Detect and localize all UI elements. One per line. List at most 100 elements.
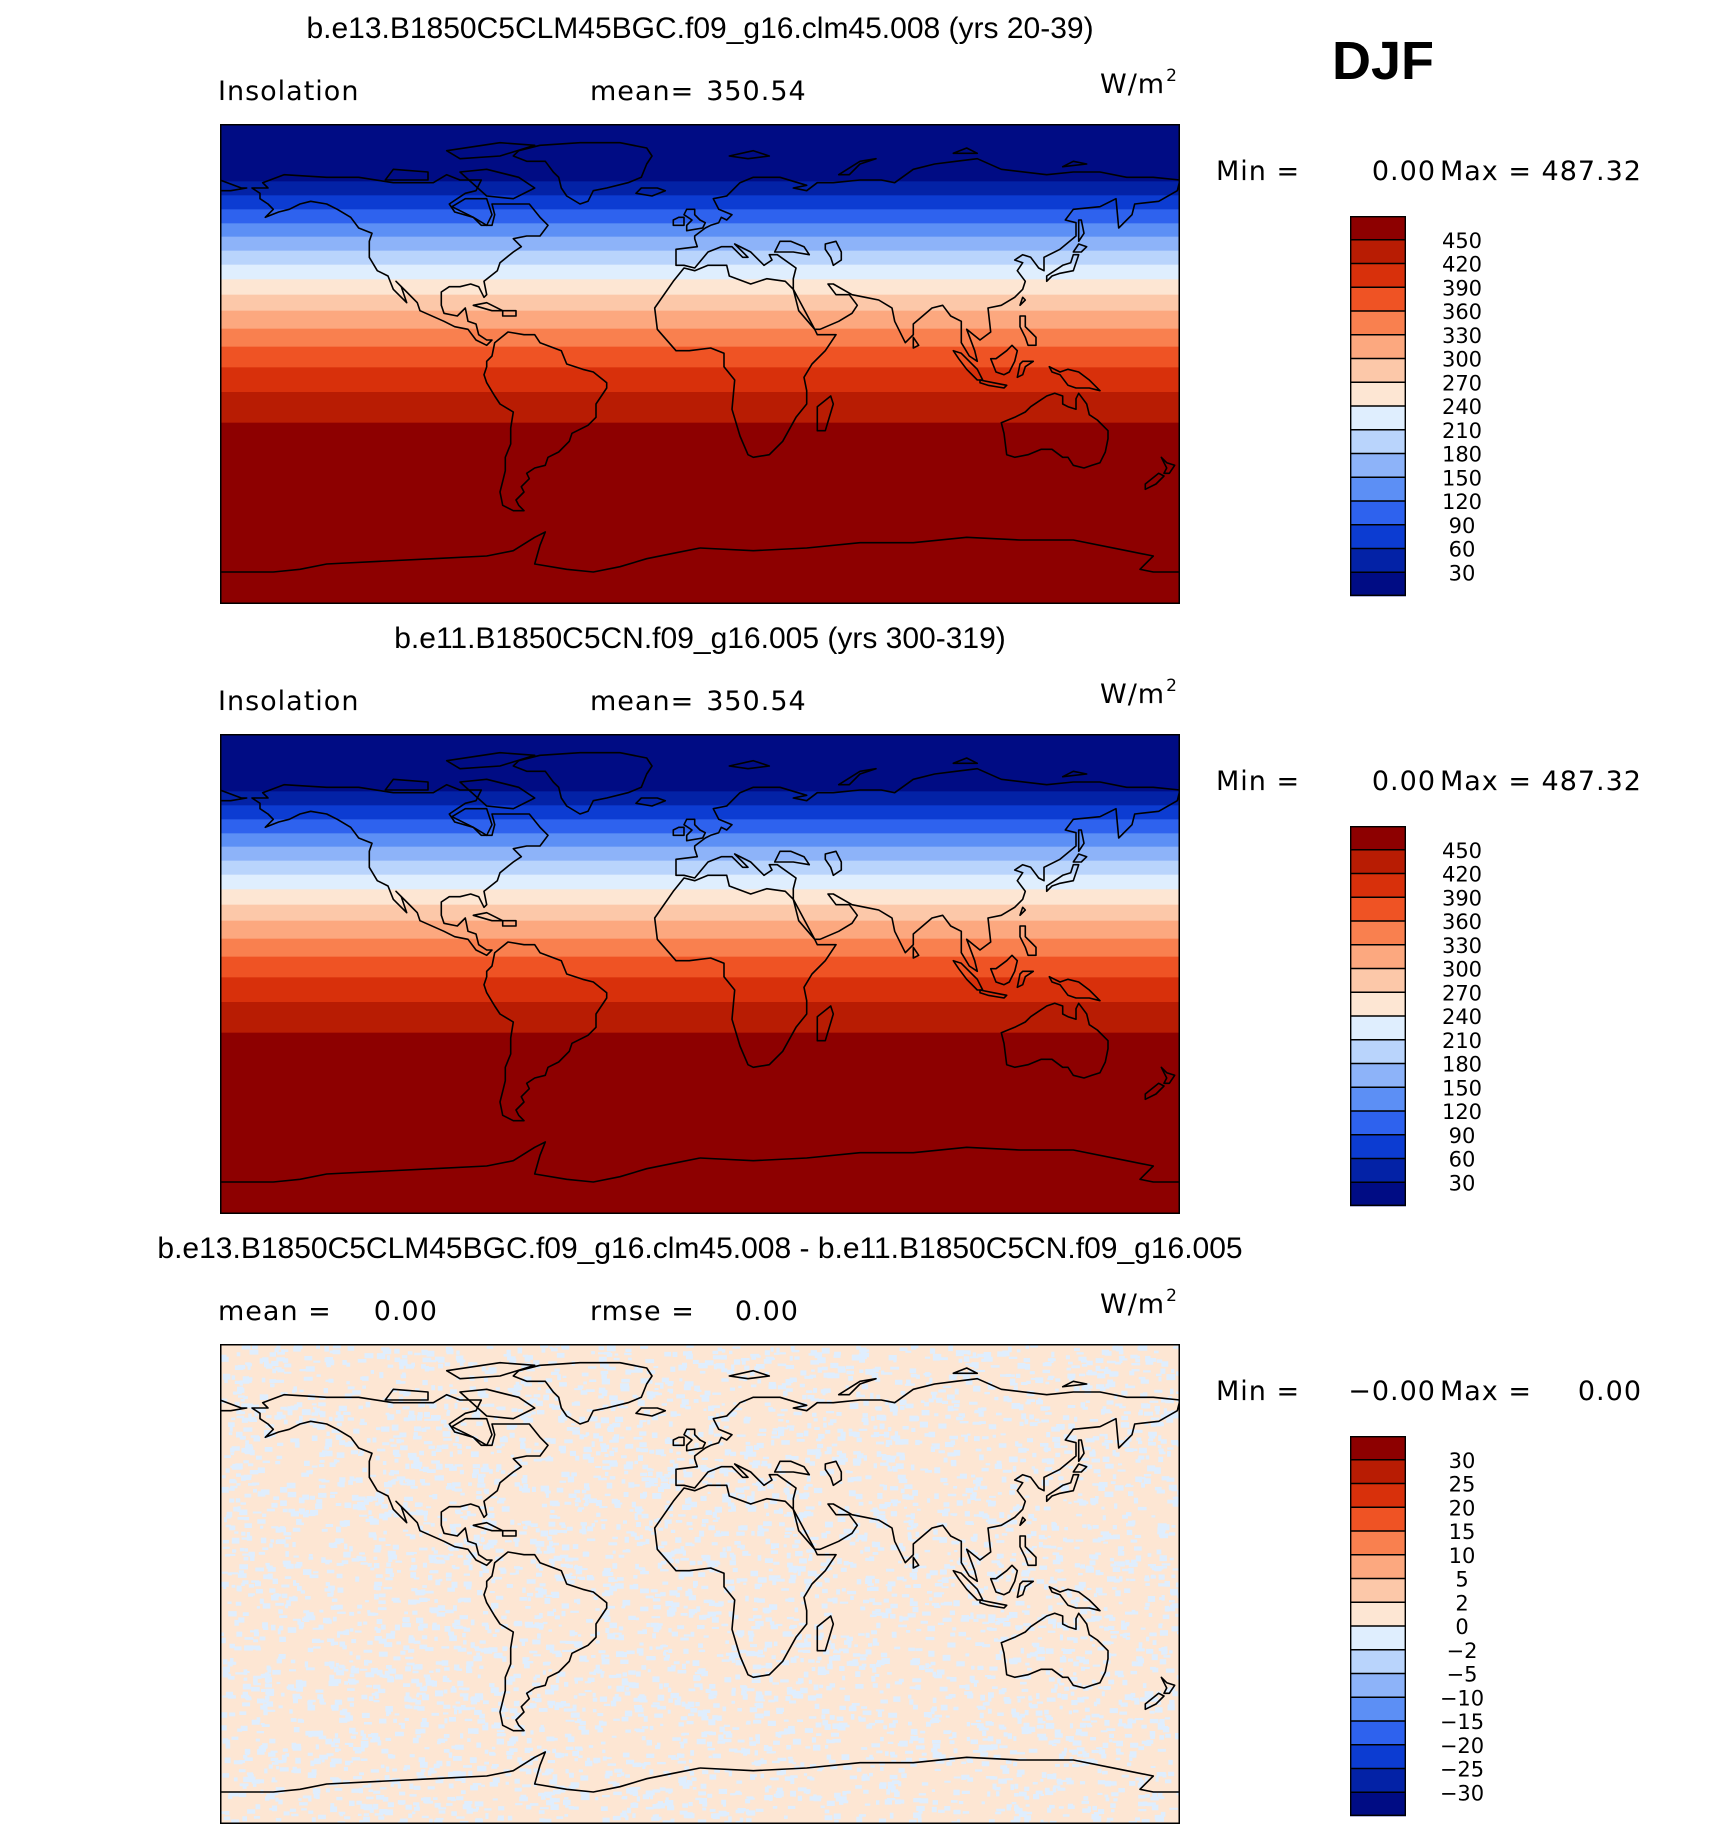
left-string: mean = 0.00 bbox=[218, 1296, 438, 1327]
colorbar-tick-label: 330 bbox=[1442, 934, 1482, 958]
coastline-madagascar bbox=[816, 1615, 835, 1652]
contour-band bbox=[220, 422, 1180, 604]
coastline-antarctica-a bbox=[699, 536, 1180, 573]
coastline-greenland bbox=[512, 1361, 653, 1425]
colorbar-box bbox=[1350, 826, 1406, 851]
coastline-greenland bbox=[512, 141, 653, 205]
colorbar-box bbox=[1350, 873, 1406, 898]
colorbar-tick-label: 240 bbox=[1442, 395, 1482, 419]
coastline-severnaya bbox=[952, 757, 979, 765]
colorbar-tick-label: 390 bbox=[1442, 886, 1482, 910]
colorbar-box bbox=[1350, 287, 1406, 312]
colorbar-tick-label: 30 bbox=[1449, 1449, 1476, 1473]
coastline-africa bbox=[653, 264, 837, 459]
colorbar-box bbox=[1350, 921, 1406, 946]
coastline-novaya-zemlya bbox=[837, 767, 877, 786]
min-label: Min = bbox=[1216, 1376, 1301, 1407]
colorbar-box bbox=[1350, 501, 1406, 526]
coastline-north-america bbox=[251, 1393, 549, 1567]
coastline-iceland bbox=[635, 797, 667, 807]
colorbar-tick-label: 90 bbox=[1449, 514, 1476, 538]
coastlines bbox=[220, 1361, 1180, 1793]
coastline-new-guinea bbox=[1048, 1585, 1101, 1612]
colorbar-box bbox=[1350, 1721, 1406, 1746]
coastline-svalbard bbox=[728, 1369, 771, 1380]
colorbar-box bbox=[1350, 524, 1406, 549]
min-max-readout: Min = 0.00 Max = 487.32 bbox=[1216, 156, 1642, 187]
coastline-severnaya bbox=[952, 1367, 979, 1375]
coastline-black-sea bbox=[773, 240, 811, 256]
max-label: Max = bbox=[1439, 1376, 1532, 1407]
coastline-africa bbox=[653, 874, 837, 1069]
coastline-victoria-is bbox=[384, 168, 429, 181]
colorbar-box bbox=[1350, 1087, 1406, 1112]
panel-title: b.e11.B1850C5CN.f09_g16.005 (yrs 300-319… bbox=[394, 622, 1006, 655]
insolation-map bbox=[220, 124, 1180, 604]
colorbar-tick-label: 270 bbox=[1442, 371, 1482, 395]
colorbar-box bbox=[1350, 263, 1406, 288]
colorbar-box bbox=[1350, 1697, 1406, 1722]
coastline-sakhalin bbox=[1077, 1439, 1085, 1463]
center-string: mean= 350.54 bbox=[590, 686, 807, 717]
coastline-caspian bbox=[824, 1460, 843, 1487]
colorbar-tick-label: 20 bbox=[1449, 1496, 1476, 1520]
coastline-north-america bbox=[251, 173, 549, 347]
colorbar-tick-label: −20 bbox=[1440, 1734, 1484, 1758]
colorbar-box bbox=[1350, 1158, 1406, 1183]
coastlines bbox=[220, 751, 1180, 1183]
coastline-ireland bbox=[672, 216, 685, 227]
coastline-caspian bbox=[824, 850, 843, 877]
coastline-madagascar bbox=[816, 1005, 835, 1042]
contour-band bbox=[220, 236, 1180, 252]
variable-label: Insolation bbox=[218, 76, 360, 107]
colorbar-tick-label: 150 bbox=[1442, 466, 1482, 490]
coastline-hokkaido bbox=[1072, 243, 1088, 253]
min-max-readout: Min = 0.00 Max = 487.32 bbox=[1216, 766, 1642, 797]
left-string: Insolation bbox=[218, 686, 359, 717]
coastline-sulawesi bbox=[1016, 970, 1035, 989]
coastline-madagascar bbox=[816, 395, 835, 432]
colorbar-tick-label: 25 bbox=[1449, 1473, 1476, 1497]
coastline-borneo bbox=[989, 344, 1019, 376]
coastlines bbox=[220, 141, 1180, 573]
colorbar-tick-label: −10 bbox=[1440, 1686, 1484, 1710]
coastline-south-america bbox=[483, 1551, 608, 1732]
coastline-new-zealand-n bbox=[1160, 1066, 1176, 1085]
coastline-antarctica-a bbox=[699, 1756, 1180, 1793]
colorbar-box bbox=[1350, 1626, 1406, 1651]
coastline-black-sea bbox=[773, 1460, 811, 1476]
coastline-svalbard bbox=[728, 759, 771, 770]
coastline-sri-lanka bbox=[912, 946, 920, 959]
mean-label: mean= bbox=[590, 686, 695, 717]
colorbar-box bbox=[1350, 1436, 1406, 1461]
coastline-black-sea bbox=[773, 850, 811, 866]
colorbar-frame bbox=[1349, 215, 1406, 597]
left-string: Insolation bbox=[218, 76, 359, 107]
colorbar: 4504203903603303002702402101801501209060… bbox=[1349, 215, 1482, 597]
contour-band bbox=[220, 833, 1180, 848]
contour-band bbox=[220, 819, 1180, 834]
colorbar-box bbox=[1350, 944, 1406, 969]
coastline-britain bbox=[683, 818, 707, 842]
contour-band bbox=[220, 920, 1180, 940]
contour-band bbox=[220, 367, 1180, 393]
max-label: Max = bbox=[1439, 156, 1532, 187]
contour-band bbox=[220, 860, 1180, 876]
colorbar-box bbox=[1350, 1649, 1406, 1674]
coastline-svalbard bbox=[728, 149, 771, 160]
colorbar-box bbox=[1350, 1768, 1406, 1793]
coastline-japan bbox=[1045, 1473, 1080, 1503]
contour-band bbox=[220, 209, 1180, 224]
variable-label: Insolation bbox=[218, 686, 360, 717]
map-frame bbox=[220, 734, 1180, 1214]
coastline-sri-lanka bbox=[912, 336, 920, 349]
colorbar-box bbox=[1350, 358, 1406, 383]
colorbar-tick-label: 60 bbox=[1449, 538, 1476, 562]
coastline-ellesmere bbox=[445, 751, 536, 770]
coastline-novaya-zemlya bbox=[837, 1377, 877, 1396]
panel-difference: b.e13.B1850C5CLM45BGC.f09_g16.clm45.008 … bbox=[0, 1220, 1710, 1830]
colorbar-tick-label: 450 bbox=[1442, 229, 1482, 253]
contour-band bbox=[220, 328, 1180, 348]
contour-band bbox=[220, 310, 1180, 330]
colorbar-box bbox=[1350, 897, 1406, 922]
